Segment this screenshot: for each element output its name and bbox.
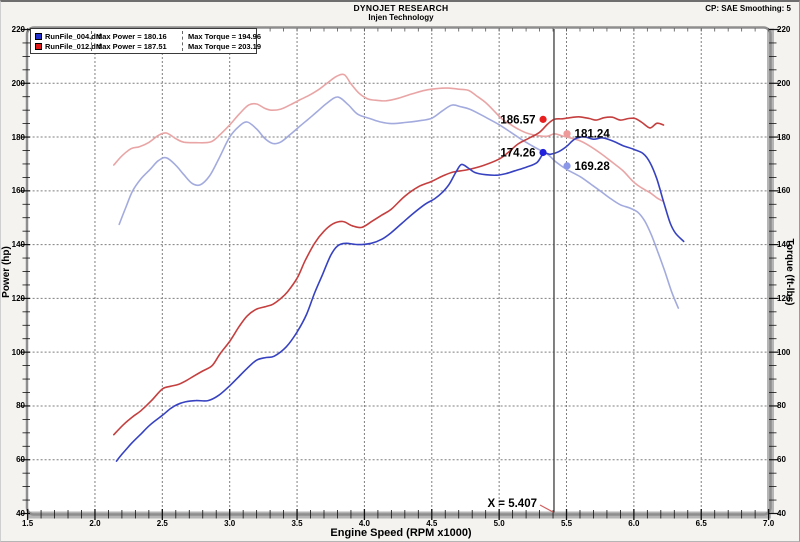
x-tick-label: 4.5 bbox=[426, 519, 438, 528]
y-right-tick-label: 40 bbox=[777, 509, 786, 518]
x-tick-label: 7.0 bbox=[763, 519, 775, 528]
legend-column-separator bbox=[182, 31, 183, 51]
marker-value-3: 169.28 bbox=[575, 161, 611, 173]
legend-swatch bbox=[35, 33, 42, 40]
x-tick-label: 5.5 bbox=[560, 519, 573, 528]
app-title: DYNOJET RESEARCH bbox=[353, 3, 449, 13]
y-right-tick-label: 180 bbox=[777, 132, 791, 142]
y-left-tick-label: 160 bbox=[11, 186, 25, 196]
marker-value-2: 174.26 bbox=[500, 147, 535, 159]
x-tick-label: 1.5 bbox=[22, 519, 34, 528]
marker-dot-2 bbox=[539, 148, 547, 157]
cursor-pointer-line bbox=[539, 504, 554, 513]
header-subtitle: Injen Technology bbox=[368, 13, 434, 22]
y-right-tick-label: 120 bbox=[777, 293, 791, 303]
y-right-tick-label: 80 bbox=[777, 401, 786, 411]
y-left-tick-label: 180 bbox=[11, 132, 25, 142]
legend-swatch bbox=[35, 43, 42, 50]
x-axis-title: Engine Speed (RPM x1000) bbox=[330, 527, 472, 539]
marker-dot-0 bbox=[539, 115, 547, 123]
legend-box: RunFile_004.drf Max Power = 180.16 Max Tor… bbox=[30, 28, 261, 54]
legend-run-file: RunFile_004.drf bbox=[45, 32, 102, 41]
y-left-tick-label: 100 bbox=[11, 347, 25, 357]
legend-max-torque: Max Torque = 194.96 bbox=[188, 32, 262, 41]
y-right-tick-label: 140 bbox=[777, 240, 791, 250]
legend-column-separator bbox=[91, 31, 92, 51]
y-left-tick-label: 60 bbox=[16, 455, 25, 465]
y-axis-right-title: Torque (ft-lbs) bbox=[784, 238, 795, 306]
y-left-tick-label: 220 bbox=[11, 25, 25, 34]
y-left-tick-label: 120 bbox=[11, 293, 25, 303]
x-tick-label: 3.0 bbox=[224, 519, 236, 528]
marker-dot-3 bbox=[563, 162, 571, 170]
x-tick-label: 5.0 bbox=[493, 519, 505, 528]
y-left-tick-label: 140 bbox=[11, 240, 25, 250]
x-tick-label: 2.5 bbox=[156, 519, 168, 528]
legend-row-1: RunFile_012.drf Max Power = 187.51 Max Tor… bbox=[31, 42, 261, 52]
plot-frame bbox=[25, 26, 772, 516]
y-right-tick-label: 200 bbox=[777, 78, 791, 88]
curve-power_red bbox=[113, 116, 665, 436]
y-left-tick-label: 40 bbox=[16, 509, 25, 518]
legend-max-torque: Max Torque = 203.19 bbox=[188, 42, 262, 51]
y-axis-left-title: Power (hp) bbox=[1, 246, 12, 298]
y-right-tick-label: 60 bbox=[777, 455, 786, 465]
correction-smoothing-readout: CP: SAE Smoothing: 5 bbox=[705, 4, 791, 13]
marker-value-1: 181.24 bbox=[575, 129, 611, 141]
x-tick-label: 2.0 bbox=[89, 519, 101, 528]
legend-max-power: Max Power = 180.16 bbox=[96, 32, 167, 41]
y-left-tick-label: 80 bbox=[16, 401, 25, 411]
y-right-tick-label: 220 bbox=[777, 25, 791, 34]
legend-row-0: RunFile_004.drf Max Power = 180.16 Max Tor… bbox=[31, 32, 261, 42]
legend-run-file: RunFile_012.drf bbox=[45, 42, 102, 51]
y-left-tick-label: 200 bbox=[11, 78, 25, 88]
marker-dot-1 bbox=[563, 130, 571, 138]
marker-value-0: 186.57 bbox=[500, 114, 535, 126]
curve-power_blue bbox=[115, 136, 685, 462]
plot-background bbox=[27, 27, 771, 515]
x-tick-label: 3.5 bbox=[291, 519, 303, 528]
header: DYNOJET RESEARCH Injen Technology bbox=[1, 3, 799, 23]
x-tick-label: 6.5 bbox=[695, 519, 707, 528]
curve-torque_blue bbox=[118, 96, 680, 309]
y-right-tick-label: 100 bbox=[777, 347, 791, 357]
y-right-tick-label: 160 bbox=[777, 186, 791, 196]
legend-max-power: Max Power = 187.51 bbox=[96, 42, 167, 51]
x-tick-label: 6.0 bbox=[628, 519, 640, 528]
x-tick-label: 4.0 bbox=[358, 519, 370, 528]
cursor-readout: X = 5.407 bbox=[487, 498, 537, 510]
